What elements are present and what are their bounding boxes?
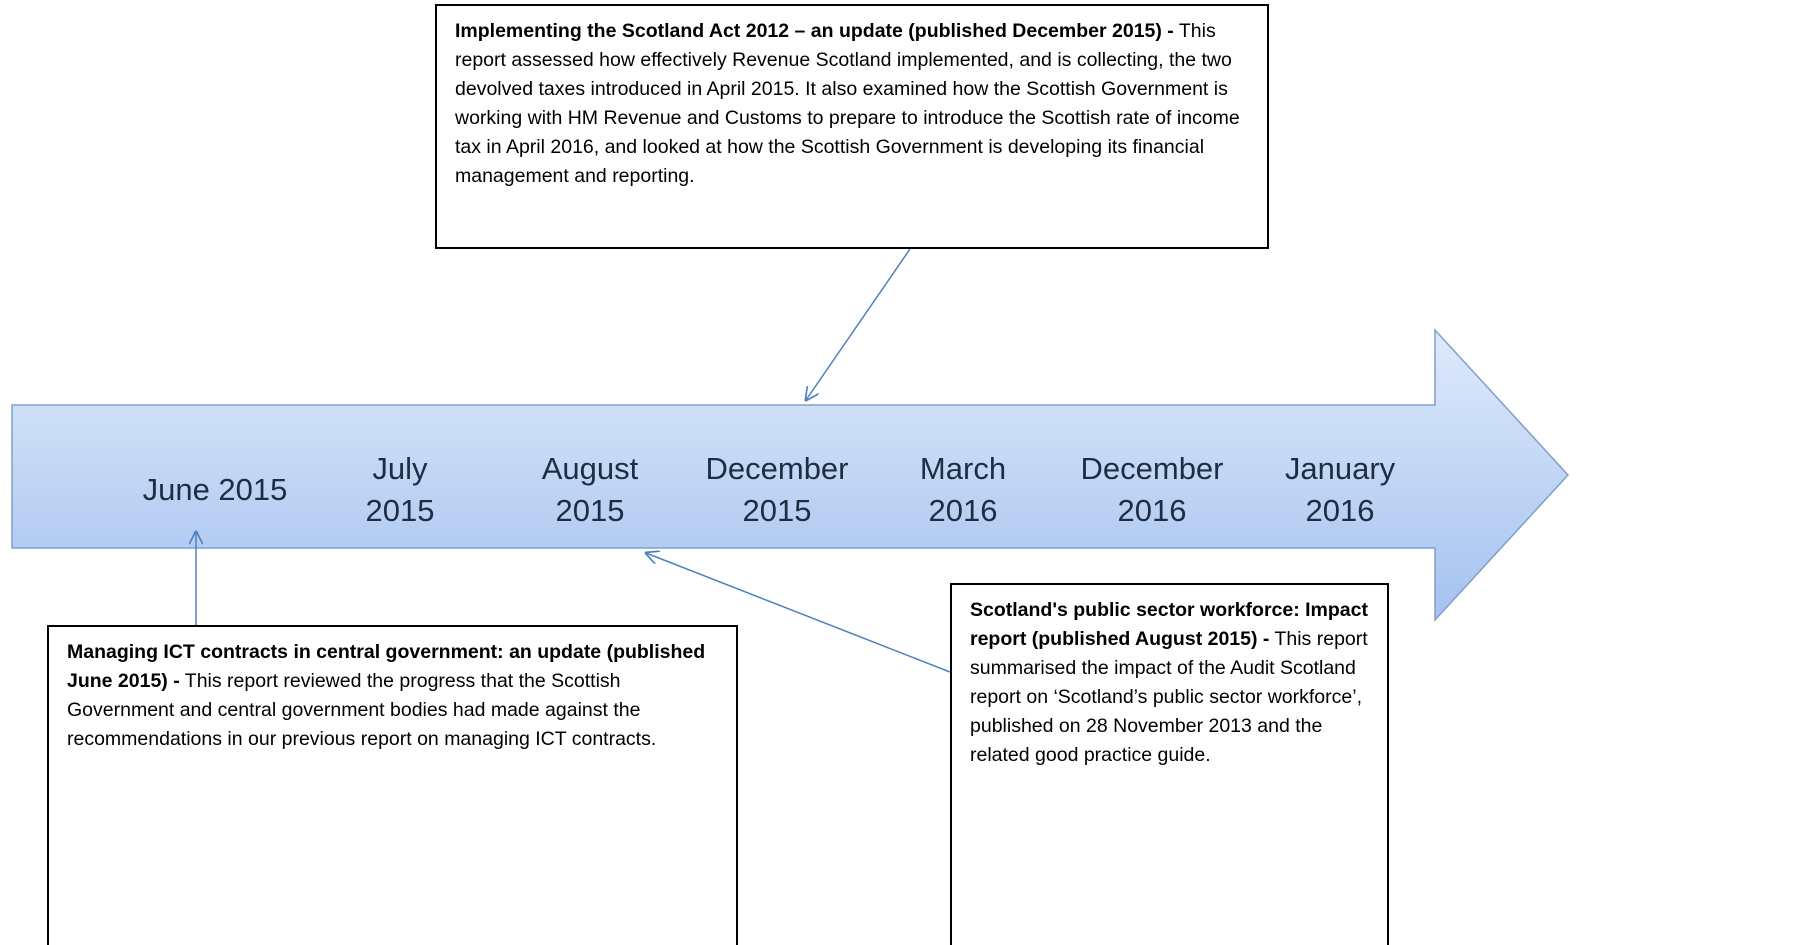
callout: Managing ICT contracts in central govern…	[47, 625, 738, 945]
date-label: March 2016	[919, 451, 1007, 528]
connector	[646, 553, 951, 673]
callout-title: Scotland's public sector workforce: Impa…	[970, 599, 1368, 650]
callout: Scotland's public sector workforce: Impa…	[950, 583, 1389, 945]
date-label: January 2016	[1284, 451, 1396, 528]
date-label: December 2015	[705, 451, 849, 528]
date-label: December 2016	[1080, 451, 1224, 528]
callout-title: Managing ICT contracts in central govern…	[67, 641, 706, 692]
connector	[806, 248, 911, 400]
callout-title: Implementing the Scotland Act 2012 – an …	[455, 20, 1174, 42]
date-label: August 2015	[541, 451, 639, 528]
callout-body: This report summarised the impact of the…	[970, 628, 1368, 766]
date-label: June 2015	[142, 472, 288, 507]
callout-body: This report reviewed the progress that t…	[67, 670, 657, 750]
callout-body: This report assessed how effectively Rev…	[455, 20, 1240, 187]
callout: Implementing the Scotland Act 2012 – an …	[435, 4, 1269, 249]
timeline-arrow	[11, 328, 1570, 622]
date-label: July 2015	[365, 451, 435, 528]
